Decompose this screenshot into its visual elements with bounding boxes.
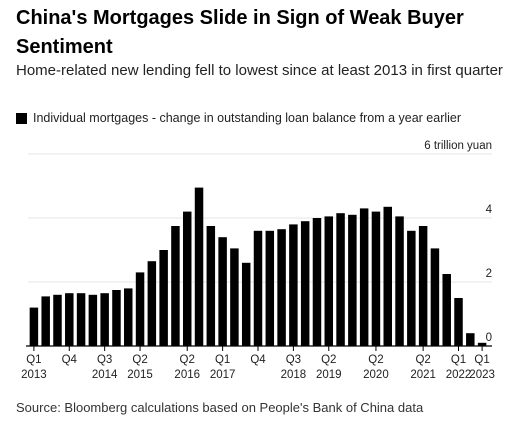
bar <box>383 206 392 346</box>
x-tick-label-quarter: Q3 <box>97 354 112 366</box>
bar <box>430 248 440 346</box>
bar <box>241 262 251 346</box>
bar <box>265 230 275 346</box>
bar <box>336 213 345 346</box>
x-tick-label-quarter: Q2 <box>180 354 195 366</box>
bar <box>100 293 109 346</box>
x-tick-label-quarter: Q4 <box>250 354 266 366</box>
x-tick-label-year: 2018 <box>281 369 307 381</box>
legend-label: Individual mortgages - change in outstan… <box>33 111 462 125</box>
bar <box>477 342 487 346</box>
x-tick-label-year: 2023 <box>469 369 495 381</box>
bar <box>253 230 263 346</box>
x-tick-label-quarter: Q2 <box>415 354 430 366</box>
bar <box>348 214 357 346</box>
y-tick-label: 6 trillion yuan <box>424 140 492 152</box>
bar <box>359 208 369 346</box>
bar <box>395 216 404 346</box>
bar <box>371 211 381 346</box>
bar <box>300 221 310 346</box>
legend-swatch <box>16 112 27 124</box>
bar <box>76 293 86 346</box>
x-tick-label-year: 2015 <box>127 369 153 381</box>
x-tick-label-year: 2019 <box>316 369 342 381</box>
bar <box>230 248 239 346</box>
x-tick-label-year: 2016 <box>174 369 200 381</box>
chart-title: China's Mortgages Slide in Sign of Weak … <box>16 7 464 58</box>
bar <box>289 224 298 346</box>
bar <box>442 274 451 346</box>
x-tick-label-quarter: Q2 <box>132 354 147 366</box>
x-tick-label-quarter: Q1 <box>474 354 489 366</box>
bar <box>466 333 475 346</box>
x-tick-label-year: 2014 <box>92 369 118 381</box>
y-tick-label: 4 <box>486 204 493 216</box>
bar <box>41 296 50 346</box>
bar <box>454 298 463 346</box>
bar <box>171 226 180 346</box>
bar <box>29 307 39 346</box>
x-tick-label-year: 2020 <box>363 369 389 381</box>
bar <box>194 187 204 346</box>
bar <box>312 218 322 346</box>
bar <box>135 272 145 346</box>
chart-legend: Individual mortgages - change in outstan… <box>16 110 461 126</box>
x-tick-label-year: 2017 <box>210 369 236 381</box>
bar <box>218 237 227 346</box>
bar <box>277 229 286 346</box>
x-tick-label-quarter: Q2 <box>321 354 336 366</box>
y-tick-label: 0 <box>486 332 492 344</box>
x-tick-label-quarter: Q3 <box>286 354 301 366</box>
bar <box>159 250 168 346</box>
chart-subtitle: Home-related new lending fell to lowest … <box>16 62 503 79</box>
x-tick-label-year: 2013 <box>21 369 47 381</box>
x-tick-label-quarter: Q4 <box>62 354 78 366</box>
x-tick-label-year: 2022 <box>446 369 472 381</box>
y-tick-label: 2 <box>486 268 492 280</box>
bar <box>88 294 98 346</box>
bar <box>324 216 334 346</box>
bar <box>418 226 428 346</box>
bar <box>206 226 216 346</box>
bar <box>53 294 62 346</box>
source-note: Source: Bloomberg calculations based on … <box>16 400 424 415</box>
x-tick-label-quarter: Q1 <box>451 354 466 366</box>
bar <box>65 293 74 346</box>
bar <box>147 261 157 346</box>
bar <box>112 290 121 346</box>
bar <box>407 230 416 346</box>
bar-chart: 0 2 4 6 trillion yuan Q1 2013 Q4 Q3 2014 Q2 2015 Q2… <box>21 140 495 381</box>
bar <box>182 211 192 346</box>
x-tick-label-year: 2021 <box>410 369 436 381</box>
bar <box>124 288 133 346</box>
x-tick-label-quarter: Q1 <box>26 354 41 366</box>
x-tick-label-quarter: Q1 <box>215 354 230 366</box>
x-tick-label-quarter: Q2 <box>368 354 383 366</box>
